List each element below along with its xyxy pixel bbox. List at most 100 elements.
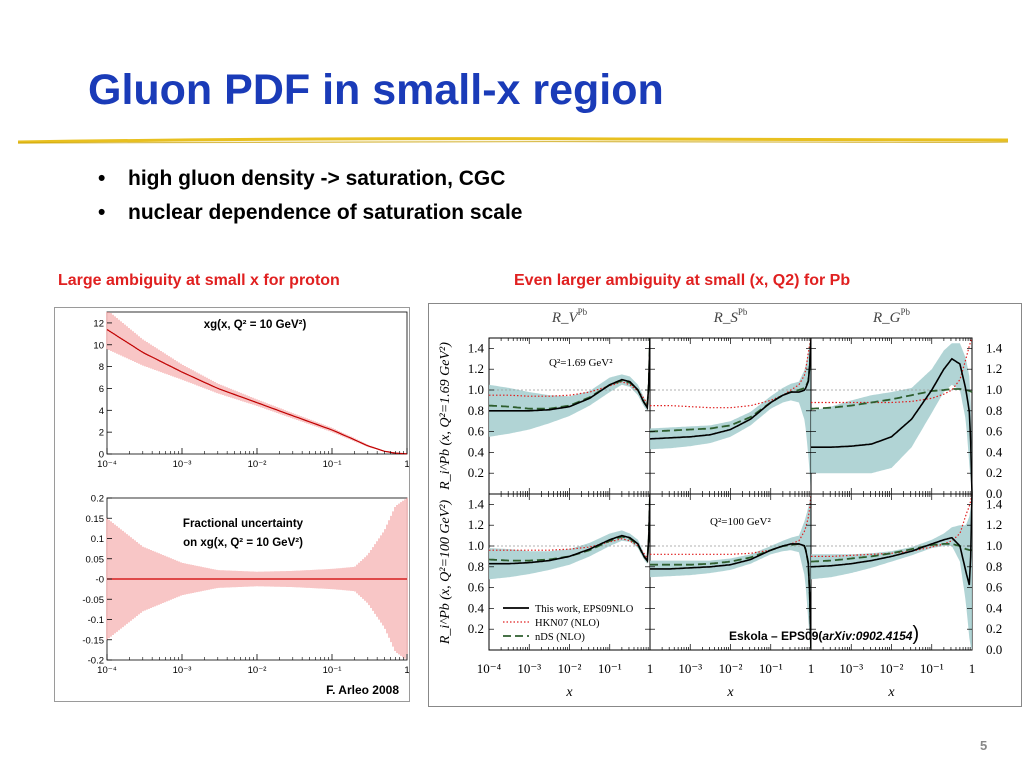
credit-eskola-prefix: Eskola – EPS09( (729, 629, 823, 643)
y-tick-label-right: 1.4 (986, 340, 1003, 355)
eps09-uncertainty-band (650, 494, 811, 650)
y-tick-label-left: 0.2 (468, 621, 484, 636)
hkn07-curve (489, 337, 651, 407)
y-tick-label: 0.2 (91, 494, 104, 505)
hkn07-curve (811, 337, 973, 404)
x-tick-label: 10⁻³ (678, 661, 702, 676)
legend-nds-label: nDS (NLO) (535, 632, 585, 643)
eps09-curve (650, 543, 812, 651)
y-tick-label-left: 0.6 (468, 424, 485, 439)
y-tick-label: -0.1 (88, 615, 104, 626)
column-header: R_SPb (713, 307, 748, 326)
x-axis-label: x (565, 685, 573, 700)
y-tick-label-left: 0.6 (468, 580, 485, 595)
x-tick-label: 10⁻² (880, 661, 904, 676)
column-header: R_VPb (551, 307, 588, 326)
x-tick-label: 1 (404, 665, 409, 676)
column-header-superscript: Pb (738, 307, 748, 317)
eps09-curve (811, 357, 973, 495)
x-tick-label: 10⁻⁴ (477, 661, 502, 676)
bullet-item: • nuclear dependence of saturation scale (98, 201, 523, 224)
y-tick-label-left: 0.4 (468, 444, 485, 459)
x-tick-label: 10⁻¹ (598, 661, 622, 676)
proton-frac-title-line1: Fractional uncertainty (183, 518, 304, 530)
column-header-superscript: Pb (900, 307, 910, 317)
y-tick-label-right: 1.0 (986, 538, 1002, 553)
x-tick-label: 10⁻² (719, 661, 743, 676)
eps09-uncertainty-band (489, 494, 650, 580)
row-ylabel: R_i^Pb (x, Q²=1.69 GeV²) (438, 342, 453, 491)
x-tick-label: 10⁻² (248, 459, 267, 470)
credit-eskola: Eskola – EPS09(arXiv:0902.4154) (729, 623, 919, 646)
credit-eskola-ref: arXiv:0902.4154 (822, 629, 913, 643)
eps09-uncertainty-band (811, 343, 972, 494)
y-tick-label-right: 0.6 (986, 580, 1003, 595)
y-tick-label: -0.15 (82, 635, 104, 646)
x-axis-label: x (887, 685, 895, 700)
y-tick-label: 0 (99, 450, 104, 461)
y-tick-label: 12 (93, 318, 104, 329)
q2-label: Q²=1.69 GeV² (549, 357, 613, 369)
x-tick-label: 1 (647, 661, 654, 676)
page-number: 5 (980, 738, 988, 753)
nds-curve (649, 337, 812, 433)
y-tick-label: 2 (99, 428, 104, 439)
y-tick-label-right: 1.2 (986, 361, 1002, 376)
panel-frame (649, 337, 812, 495)
y-tick-label-right: 0.8 (986, 403, 1002, 418)
hkn07-curve (811, 493, 973, 557)
x-tick-label: 10⁻¹ (759, 661, 783, 676)
eps09-curve (489, 337, 651, 412)
y-tick-label: 6 (99, 384, 104, 395)
x-tick-label: 1 (404, 459, 409, 470)
eps09-curve (489, 493, 651, 565)
hkn07-curve (650, 337, 812, 409)
y-tick-label-right: 0.4 (986, 600, 1003, 615)
y-tick-label: 0.15 (86, 514, 105, 525)
credit-arleo: F. Arleo 2008 (326, 683, 399, 697)
x-axis-label: x (408, 667, 409, 676)
y-tick-label-right: 0.0 (986, 642, 1002, 657)
y-tick-label-right: 1.4 (986, 496, 1003, 511)
x-tick-label: 10⁻¹ (323, 459, 342, 470)
column-header-superscript: Pb (578, 307, 588, 317)
pb-chart: R_VPb R_SPb R_GPb0.20.40.60.81.01.21.40.00… (438, 307, 1003, 700)
y-tick-label: -0.2 (88, 656, 104, 667)
y-tick-label-left: 0.8 (468, 403, 484, 418)
y-tick-label-right: 0.6 (986, 424, 1003, 439)
bullet-item: • high gluon density -> saturation, CGC (98, 167, 506, 190)
y-tick-label: -0.05 (82, 595, 104, 606)
credit-eskola-suffix: ) (912, 623, 920, 645)
row-ylabel: R_i^Pb (x, Q²=100 GeV²) (438, 500, 453, 646)
caption-right: Even larger ambiguity at small (x, Q2) f… (514, 272, 851, 289)
x-tick-label: 10⁻² (248, 665, 267, 676)
y-tick-label-left: 0.4 (468, 600, 485, 615)
x-tick-label: 1 (808, 661, 815, 676)
y-tick-label-right: 0.2 (986, 621, 1002, 636)
proton-xg-title: xg(x, Q² = 10 GeV²) (204, 319, 307, 331)
central-value-line (106, 328, 408, 455)
y-tick-label: 0.05 (86, 554, 105, 565)
y-tick-label: 10 (93, 340, 104, 351)
nds-curve (488, 493, 651, 564)
y-tick-label: 8 (99, 362, 104, 373)
y-tick-label: 0.1 (91, 534, 104, 545)
y-tick-label-right: 0.0 (986, 486, 1002, 501)
legend-hkn07-label: HKN07 (NLO) (535, 618, 600, 629)
eps09-curve (649, 337, 812, 440)
x-tick-label: 10⁻³ (839, 661, 863, 676)
y-tick-label-right: 1.2 (986, 517, 1002, 532)
x-axis-label: x (726, 685, 734, 700)
bullet-text: high gluon density -> saturation, CGC (128, 167, 506, 190)
title-underline (18, 137, 1008, 144)
pb-figure: R_VPb R_SPb R_GPb 0.2 0.4 0.6 0.8 1.0 1.2 1.4 0.0 0… (428, 303, 1022, 707)
nds-curve (810, 542, 972, 563)
y-tick-label-left: 0.2 (468, 465, 484, 480)
y-tick-label-right: 0.8 (986, 559, 1002, 574)
eps09-uncertainty-band (811, 494, 972, 650)
y-tick-label-left: 1.0 (468, 382, 484, 397)
nds-curve (488, 337, 651, 410)
y-tick-label-right: 1.0 (986, 382, 1002, 397)
